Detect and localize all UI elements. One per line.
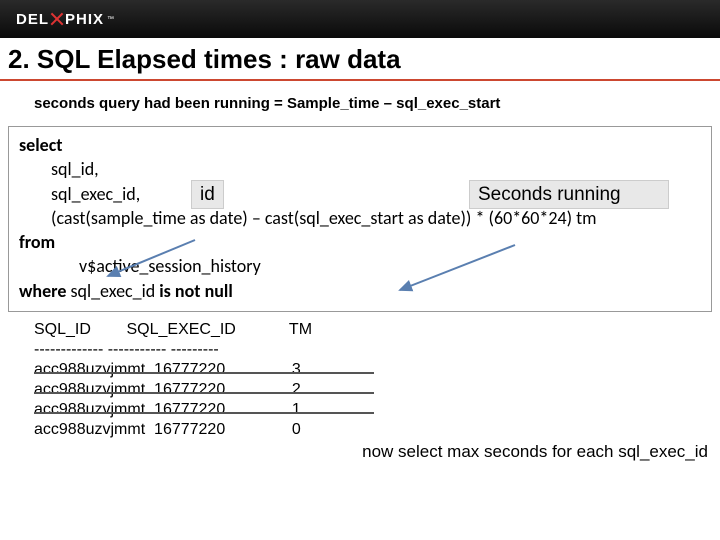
kw-select: select	[19, 133, 703, 157]
col-expr: (cast(sample_time as date) – cast(sql_ex…	[19, 206, 703, 230]
kw-notnull: is not null	[159, 280, 232, 302]
results-row: acc988uzvjmmt 16777220 2	[34, 380, 720, 400]
header-bar: DEL PHIX ™	[0, 0, 720, 38]
logo-pre: DEL	[16, 11, 49, 28]
badge-id: id	[191, 180, 224, 210]
col-sqlexecid-row: sql_exec_id, id Seconds running	[19, 182, 703, 206]
results-block: SQL_ID SQL_EXEC_ID TM ------------- ----…	[0, 312, 720, 440]
logo: DEL PHIX ™	[16, 11, 115, 28]
results-dashes: ------------- ----------- ---------	[34, 340, 720, 360]
logo-x-icon	[50, 12, 64, 26]
title-wrap: 2. SQL Elapsed times : raw data	[0, 38, 720, 81]
results-header: SQL_ID SQL_EXEC_ID TM	[34, 320, 720, 340]
logo-tm: ™	[107, 16, 115, 23]
page-title: 2. SQL Elapsed times : raw data	[8, 44, 712, 75]
tbl-ash: v$active_session_history	[19, 254, 703, 278]
kw-where: where	[19, 280, 70, 302]
col-sqlid: sql_id,	[19, 157, 703, 181]
results-row: acc988uzvjmmt 16777220 0	[34, 420, 720, 440]
where-line: where sql_exec_id is not null	[19, 279, 703, 303]
results-row: acc988uzvjmmt 16777220 3	[34, 360, 720, 380]
formula-line: seconds query had been running = Sample_…	[0, 81, 720, 126]
col-sqlexecid: sql_exec_id,	[51, 183, 140, 205]
badge-seconds: Seconds running	[469, 180, 669, 210]
where-col: sql_exec_id	[70, 280, 159, 302]
kw-from: from	[19, 230, 703, 254]
sql-code-box: select sql_id, sql_exec_id, id Seconds r…	[8, 126, 712, 312]
logo-post: PHIX	[65, 11, 104, 28]
footer-note: now select max seconds for each sql_exec…	[0, 440, 720, 462]
results-row: acc988uzvjmmt 16777220 1	[34, 400, 720, 420]
